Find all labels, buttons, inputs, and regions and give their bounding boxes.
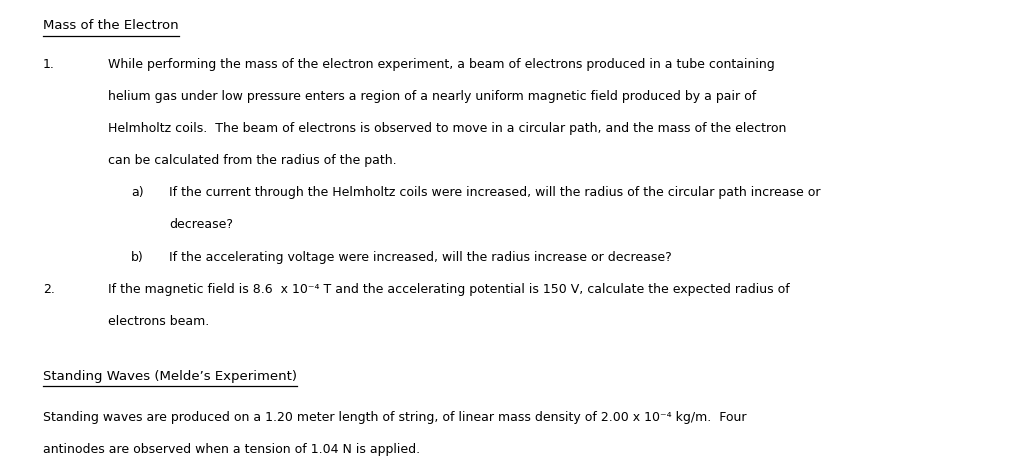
Text: If the accelerating voltage were increased, will the radius increase or decrease: If the accelerating voltage were increas… — [169, 251, 672, 263]
Text: decrease?: decrease? — [169, 219, 233, 231]
Text: Helmholtz coils.  The beam of electrons is observed to move in a circular path, : Helmholtz coils. The beam of electrons i… — [108, 122, 785, 135]
Text: electrons beam.: electrons beam. — [108, 315, 209, 328]
Text: If the magnetic field is 8.6  x 10⁻⁴ T and the accelerating potential is 150 V, : If the magnetic field is 8.6 x 10⁻⁴ T an… — [108, 283, 790, 296]
Text: Standing Waves (Melde’s Experiment): Standing Waves (Melde’s Experiment) — [43, 369, 297, 383]
Text: Standing waves are produced on a 1.20 meter length of string, of linear mass den: Standing waves are produced on a 1.20 me… — [43, 412, 746, 424]
Text: helium gas under low pressure enters a region of a nearly uniform magnetic field: helium gas under low pressure enters a r… — [108, 90, 756, 103]
Text: 1.: 1. — [43, 58, 55, 70]
Text: b): b) — [131, 251, 143, 263]
Text: While performing the mass of the electron experiment, a beam of electrons produc: While performing the mass of the electro… — [108, 58, 774, 70]
Text: If the current through the Helmholtz coils were increased, will the radius of th: If the current through the Helmholtz coi… — [169, 186, 820, 199]
Text: can be calculated from the radius of the path.: can be calculated from the radius of the… — [108, 154, 396, 167]
Text: a): a) — [131, 186, 143, 199]
Text: 2.: 2. — [43, 283, 55, 296]
Text: antinodes are observed when a tension of 1.04 N is applied.: antinodes are observed when a tension of… — [43, 444, 420, 456]
Text: Mass of the Electron: Mass of the Electron — [43, 19, 178, 32]
